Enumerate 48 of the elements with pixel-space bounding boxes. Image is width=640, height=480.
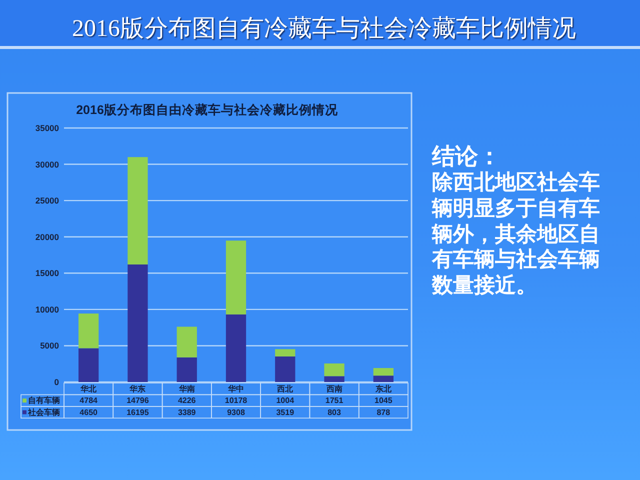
x-tick-label: 华北: [80, 384, 98, 394]
bar: [275, 356, 296, 382]
x-tick-label: 华南: [178, 384, 195, 394]
y-tick-label: 5000: [40, 340, 60, 351]
bar: [176, 326, 197, 358]
bar: [78, 348, 99, 382]
data-label: 16195: [126, 408, 150, 417]
text: 除西北地区社会车辆明显多于自有车辆外，其余地区自有车辆与社会车辆数量接近。: [432, 170, 601, 299]
data-label: 803: [328, 408, 342, 417]
y-tick-label: 20000: [35, 232, 60, 242]
legend-label: 自有车辆: [28, 396, 60, 406]
data-label: 4784: [80, 396, 98, 406]
x-tick-label: 西北: [276, 384, 294, 394]
bar: [324, 376, 344, 382]
chart-subtitle: 2016版分布图自由冷藏车与社会冷藏比例情况: [76, 102, 339, 117]
bar: [128, 264, 148, 382]
bar: [226, 240, 246, 314]
x-tick-label: 华中: [227, 384, 244, 394]
legend-label: 社会车辆: [27, 408, 60, 417]
data-label: 10178: [224, 396, 248, 406]
data-label: 3389: [178, 408, 196, 417]
data-label: 1004: [276, 396, 295, 406]
bar: [128, 157, 148, 264]
text: 结论：: [432, 143, 501, 171]
bar: [78, 314, 99, 348]
bar: [373, 368, 394, 376]
bar: [226, 314, 246, 382]
data-label: 1751: [325, 396, 344, 406]
y-tick-label: 30000: [35, 159, 60, 170]
y-tick-label: 15000: [35, 268, 60, 278]
data-label: 1045: [374, 396, 393, 406]
y-tick-label: 10000: [35, 304, 60, 314]
data-label: 3519: [276, 408, 295, 417]
bar: [176, 357, 197, 382]
bar: [275, 349, 296, 356]
data-label: 4650: [80, 408, 98, 417]
bar: [324, 363, 344, 376]
x-tick-label: 华东: [128, 384, 146, 394]
x-tick-label: 西南: [325, 384, 342, 394]
y-tick-label: 35000: [35, 123, 60, 133]
data-label: 878: [376, 408, 391, 417]
data-label: 14796: [126, 396, 150, 406]
data-label: 4226: [178, 396, 196, 406]
data-label: 9308: [227, 408, 246, 417]
x-tick-label: 东北: [374, 384, 392, 394]
chart-title: 2016版分布图自有冷藏车与社会冷藏车比例情况: [72, 15, 576, 44]
bar: [373, 376, 394, 382]
y-tick-label: 25000: [35, 196, 60, 206]
